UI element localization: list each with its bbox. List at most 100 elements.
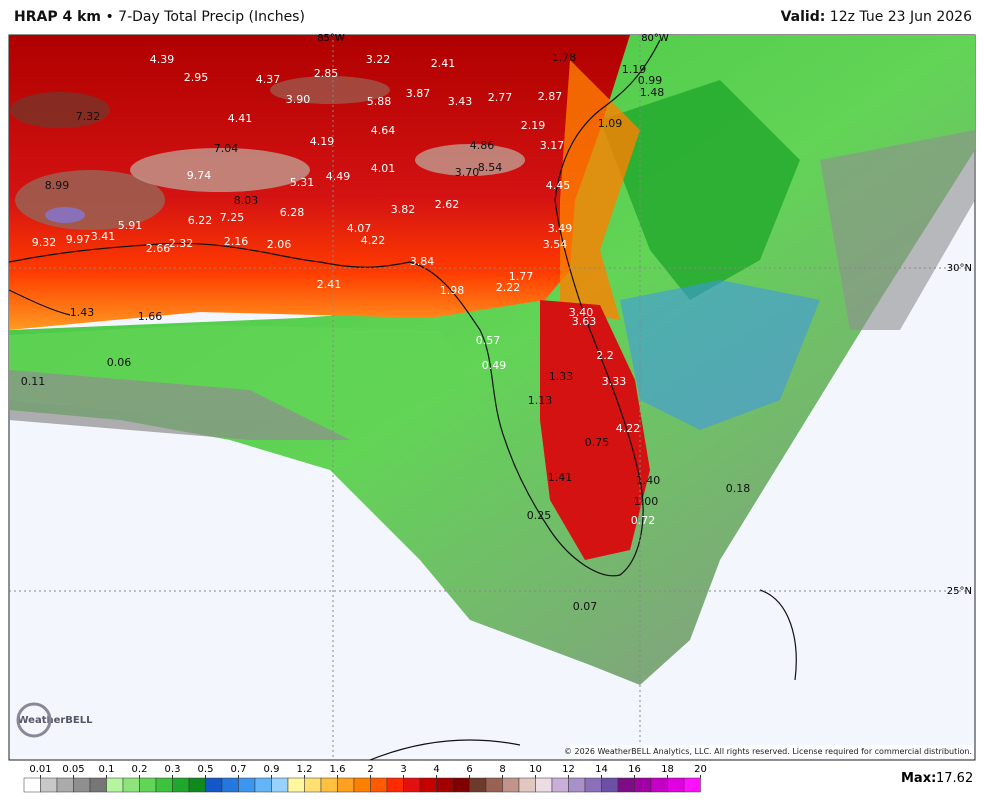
precip-value: 7.32 [76,110,101,123]
precip-value: 2.32 [169,237,194,250]
header-title: HRAP 4 km • 7-Day Total Precip (Inches) [14,9,305,25]
precip-value: 1.19 [622,63,647,76]
legend-swatch [419,777,437,793]
precip-value: 9.32 [32,236,57,249]
legend-swatch [73,777,91,793]
lon-label: 85°W [317,33,345,44]
legend-tick-label: 10 [529,764,542,775]
precip-value: 2.16 [224,235,249,248]
precip-value: 4.37 [256,73,281,86]
legend-swatch [172,777,190,793]
legend-tick-label: 1.6 [330,764,346,775]
legend-swatch [40,777,58,793]
lat-label: 25°N [947,586,972,597]
legend-tick-label: 14 [595,764,608,775]
legend-swatch [502,777,520,793]
precip-value: 4.01 [371,162,396,175]
logo: WeatherBELL [17,715,93,726]
precip-value: 0.07 [573,600,598,613]
legend-tick-label: 18 [661,764,674,775]
legend-swatch [403,777,421,793]
precip-value: 0.99 [638,74,663,87]
precip-value: 0.06 [107,356,132,369]
legend-swatch [56,777,74,793]
legend-tick-label: 0.7 [231,764,247,775]
legend-swatch [188,777,206,793]
precip-value: 3.49 [548,222,573,235]
precip-value: 8.99 [45,179,70,192]
lon-label: 80°W [641,33,669,44]
legend-swatch [535,777,553,793]
legend-swatch [634,777,652,793]
precip-value: 4.64 [371,124,396,137]
precip-value: 1.66 [138,310,163,323]
precip-value: 5.88 [367,95,392,108]
precip-value: 2.41 [317,278,342,291]
precip-value: 4.39 [150,53,175,66]
precip-value: 3.40 [569,306,594,319]
precip-value: 2.2 [596,349,614,362]
precip-value: 9.74 [187,169,212,182]
valid-label: Valid: [780,9,826,25]
legend-swatch [584,777,602,793]
legend-swatch [271,777,289,793]
legend-swatch [518,777,536,793]
precip-value: 2.95 [184,71,209,84]
legend-swatch [287,777,305,793]
precip-value: 3.54 [543,238,568,251]
legend-swatch [106,777,124,793]
legend-swatch [23,777,41,793]
peninsula-field [540,300,650,560]
precip-value: 4.07 [347,222,372,235]
precip-value: 0.25 [527,509,552,522]
legend-tick-label: 0.3 [165,764,181,775]
precip-value: 2.87 [538,90,563,103]
precip-value: 4.86 [470,139,495,152]
precip-value: 1.41 [548,471,573,484]
precip-value: 3.90 [286,93,311,106]
legend-swatch [568,777,586,793]
precip-value: 3.41 [91,230,116,243]
precip-value: 1.98 [440,284,465,297]
max-label: Max: [901,771,936,786]
legend-tick-label: 12 [562,764,575,775]
separator: • [105,9,114,25]
legend-tick-label: 6 [466,764,472,775]
legend-tick-label: 0.2 [132,764,148,775]
precip-value: 4.45 [546,179,571,192]
legend-tick-label: 16 [628,764,641,775]
precip-value: 7.04 [214,142,239,155]
precip-value: 1.78 [552,51,577,64]
precip-value: 4.49 [326,170,351,183]
precip-value: 1.48 [640,86,665,99]
precip-value: 6.28 [280,206,305,219]
legend-swatch [238,777,256,793]
legend-tick-label: 4 [433,764,439,775]
gray-patch [9,370,350,440]
precip-value: 4.41 [228,112,253,125]
precip-value: 6.22 [188,214,213,227]
precip-value: 2.62 [435,198,460,211]
legend-swatch [122,777,140,793]
brown-patch [10,92,110,128]
legend-swatch [89,777,107,793]
map-title: 7-Day Total Precip (Inches) [118,9,305,25]
legend-tick-label: 8 [499,764,505,775]
coastlines [8,39,797,761]
precip-value: 8.54 [478,161,503,174]
lat-label: 30°N [947,263,972,274]
brown-patch [270,76,390,104]
max-value: 17.62 [936,771,973,786]
legend-tick-label: 2 [367,764,373,775]
precip-value: 4.22 [361,234,386,247]
legend-swatch [337,777,355,793]
precip-value: 2.41 [431,57,456,70]
precip-value: 3.82 [391,203,416,216]
precip-value: 1.13 [528,394,553,407]
legend-swatch [221,777,239,793]
legend-tick-label: 0.01 [29,764,51,775]
precip-value: 0.72 [631,514,656,527]
precip-value: 0.57 [476,334,501,347]
precip-value: 0.11 [21,375,46,388]
